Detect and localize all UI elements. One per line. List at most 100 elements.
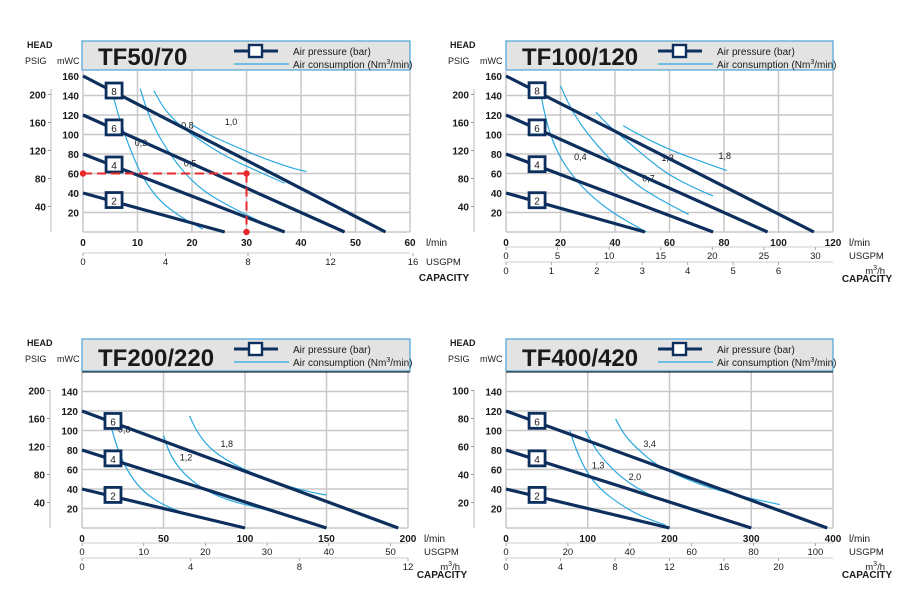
x-tick-m3h: 4 bbox=[188, 562, 193, 573]
x-tick-lmin: 200 bbox=[661, 534, 678, 545]
pressure-marker-box bbox=[527, 486, 547, 504]
pressure-marker-box bbox=[103, 449, 123, 468]
x-tick-usgpm: 25 bbox=[759, 251, 770, 262]
air-consumption-curve bbox=[110, 427, 194, 517]
y-tick-mwc: 120 bbox=[62, 111, 79, 122]
x-tick-lmin: 0 bbox=[503, 238, 509, 249]
y-tick-psig: 200 bbox=[452, 91, 469, 102]
air-pressure-line bbox=[505, 74, 815, 234]
x-unit-lmin: l/min bbox=[424, 534, 445, 545]
head-axis-title: HEAD bbox=[27, 40, 53, 50]
x-tick-m3h: 12 bbox=[403, 562, 414, 573]
air-pressure-line bbox=[505, 113, 769, 234]
x-tick-usgpm: 16 bbox=[408, 257, 419, 268]
x-tick-usgpm: 30 bbox=[262, 547, 273, 558]
y-tick-mwc: 60 bbox=[491, 170, 503, 181]
air-pressure-line bbox=[81, 409, 399, 530]
x-tick-lmin: 60 bbox=[664, 238, 676, 249]
head-axis-title: HEAD bbox=[27, 338, 53, 348]
m3h-suffix: /h bbox=[452, 562, 460, 573]
pressure-marker-label: 2 bbox=[111, 197, 117, 208]
legend-air-consumption-prefix: Air consumption (Nm bbox=[293, 60, 386, 71]
x-tick-m3h: 4 bbox=[685, 266, 690, 277]
x-tick-usgpm: 5 bbox=[555, 251, 560, 262]
x-tick-lmin: 20 bbox=[186, 238, 198, 249]
x-tick-lmin: 120 bbox=[825, 238, 842, 249]
chart-title: TF100/120 bbox=[522, 44, 638, 71]
y-tick-mwc: 100 bbox=[485, 427, 502, 438]
y-tick-mwc: 100 bbox=[61, 427, 78, 438]
air-consumption-curve bbox=[539, 90, 647, 232]
y-tick-mwc: 40 bbox=[491, 485, 503, 496]
mwc-axis-label: mWC bbox=[57, 56, 80, 66]
pressure-marker-label: 6 bbox=[110, 417, 116, 428]
y-tick-psig: 160 bbox=[29, 119, 46, 130]
x-tick-m3h: 0 bbox=[503, 266, 508, 277]
x-tick-m3h: 6 bbox=[776, 266, 781, 277]
chart-tf200-220: TF200/220 Air pressure (bar) Air consumpti… bbox=[25, 338, 468, 581]
pressure-marker-box bbox=[527, 449, 547, 468]
y-tick-psig: 40 bbox=[458, 471, 470, 482]
x-tick-usgpm: 10 bbox=[138, 547, 149, 558]
air-consumption-curve bbox=[112, 95, 204, 230]
pressure-marker-label: 4 bbox=[110, 455, 116, 466]
x-unit-m3h: m3/h bbox=[440, 561, 460, 573]
y-tick-psig: 80 bbox=[458, 175, 470, 186]
x-tick-lmin: 0 bbox=[80, 238, 86, 249]
y-tick-psig: 80 bbox=[458, 415, 470, 426]
chart-title: TF400/420 bbox=[522, 345, 638, 372]
air-consumption-label: 1,8 bbox=[719, 151, 732, 161]
y-tick-mwc: 140 bbox=[485, 92, 502, 103]
mwc-axis-label: mWC bbox=[480, 56, 503, 66]
psig-axis-label: PSIG bbox=[448, 354, 470, 364]
y-tick-psig: 40 bbox=[458, 203, 470, 214]
y-tick-mwc: 120 bbox=[485, 111, 502, 122]
m3h-suffix: /h bbox=[877, 562, 885, 573]
x-tick-lmin: 20 bbox=[555, 238, 567, 249]
y-tick-mwc: 60 bbox=[491, 466, 503, 477]
air-pressure-line bbox=[81, 448, 327, 530]
chart-header bbox=[505, 40, 834, 71]
x-tick-usgpm: 15 bbox=[655, 251, 666, 262]
legend-air-consumption-sup: 3 bbox=[810, 357, 814, 364]
legend-air-pressure-label: Air pressure (bar) bbox=[293, 345, 371, 356]
legend-air-consumption-suffix: /min) bbox=[390, 358, 412, 369]
legend-pressure-marker-icon bbox=[247, 43, 264, 59]
chart-header bbox=[505, 338, 834, 372]
legend-air-consumption-label: Air consumption (Nm3/min) bbox=[717, 59, 837, 71]
m3h-sup: 3 bbox=[873, 265, 877, 272]
pressure-marker-label: 8 bbox=[111, 87, 117, 98]
x-tick-usgpm: 8 bbox=[245, 257, 250, 268]
y-tick-mwc: 60 bbox=[67, 466, 79, 477]
air-consumption-label: 3,4 bbox=[643, 439, 656, 449]
x-tick-lmin: 80 bbox=[718, 238, 730, 249]
x-unit-m3h: m3/h bbox=[865, 561, 885, 573]
x-tick-lmin: 60 bbox=[404, 238, 416, 249]
chart-title: TF200/220 bbox=[98, 345, 214, 372]
x-tick-usgpm: 100 bbox=[807, 547, 823, 558]
legend-air-consumption-sup: 3 bbox=[386, 357, 390, 364]
pressure-marker-box bbox=[104, 191, 124, 209]
pressure-marker-box bbox=[527, 155, 547, 174]
y-tick-psig: 100 bbox=[452, 387, 469, 398]
x-unit-lmin: l/min bbox=[426, 238, 447, 249]
air-consumption-curve bbox=[189, 415, 327, 496]
legend-air-pressure-label: Air pressure (bar) bbox=[717, 345, 795, 356]
capacity-axis-title: CAPACITY bbox=[842, 274, 893, 285]
y-tick-mwc: 40 bbox=[68, 189, 80, 200]
x-tick-m3h: 5 bbox=[730, 266, 735, 277]
legend-air-consumption-suffix: /min) bbox=[814, 60, 836, 71]
legend-air-consumption-prefix: Air consumption (Nm bbox=[293, 358, 386, 369]
x-tick-usgpm: 4 bbox=[163, 257, 168, 268]
x-tick-lmin: 0 bbox=[79, 534, 85, 545]
pressure-marker-box bbox=[103, 412, 123, 430]
y-tick-psig: 80 bbox=[35, 175, 47, 186]
y-tick-psig: 120 bbox=[28, 443, 45, 454]
x-tick-lmin: 40 bbox=[609, 238, 621, 249]
y-tick-psig: 40 bbox=[35, 203, 47, 214]
head-axis-title: HEAD bbox=[450, 40, 476, 50]
x-unit-m3h: m3/h bbox=[865, 265, 885, 277]
x-unit-usgpm: USGPM bbox=[849, 251, 884, 262]
x-tick-usgpm: 40 bbox=[323, 547, 334, 558]
pressure-marker-label: 4 bbox=[111, 161, 117, 172]
